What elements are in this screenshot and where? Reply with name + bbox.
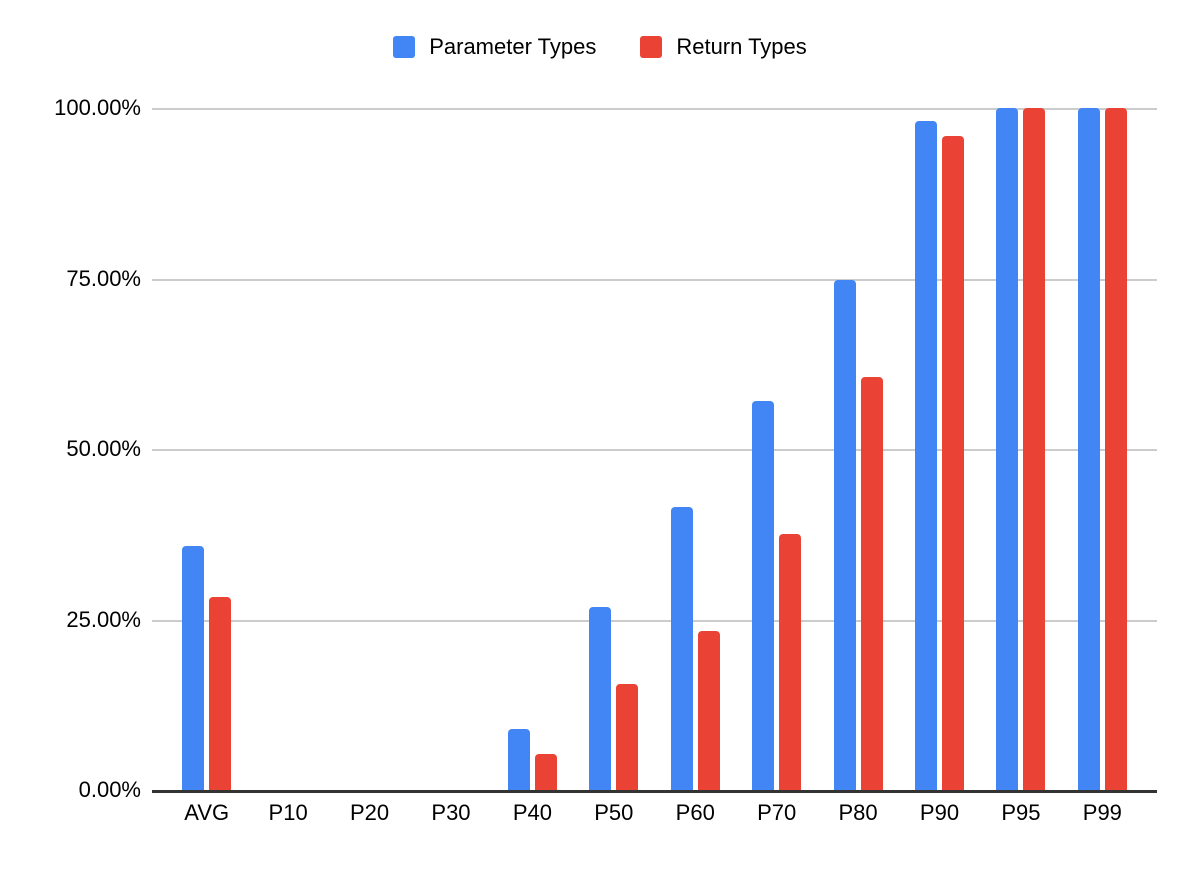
y-label-25: 25.00%: [66, 606, 141, 632]
bar-return-types-p95: [1023, 108, 1046, 790]
gridline-25: [152, 619, 1157, 622]
x-label-p70: P70: [757, 800, 797, 825]
x-axis-line: [152, 790, 1157, 793]
x-label-p30: P30: [431, 800, 471, 825]
bar-parameter-types-p95: [996, 108, 1019, 790]
bar-return-types-p40: [534, 753, 557, 790]
bar-parameter-types-p99: [1077, 108, 1100, 790]
x-label-p95: P95: [1001, 800, 1041, 825]
x-label-p99: P99: [1082, 800, 1122, 825]
x-axis-labels: AVG P10 P20 P30 P40 P50 P60 P70 P80 P90 P95 P99: [166, 800, 1143, 826]
x-label-p90: P90: [919, 800, 960, 825]
bar-return-types-p80: [860, 376, 883, 790]
gridline-75: [152, 278, 1157, 281]
bar-group-p70: [736, 108, 817, 790]
bar-group-p60: [655, 108, 736, 790]
bar-group-p95: [980, 108, 1061, 790]
x-label-p50: P50: [594, 800, 634, 825]
legend-label-parameter-types: Parameter Types: [429, 34, 597, 59]
bar-group-p40: [492, 108, 573, 790]
bar-group-avg: [166, 108, 247, 790]
x-label-p10: P10: [268, 800, 308, 825]
bar-return-types-p90: [942, 135, 964, 790]
gridline-50: [152, 449, 1157, 451]
gridline-100: [152, 108, 1157, 110]
bar-group-p90: [899, 108, 980, 790]
bar-parameter-types-p90: [915, 120, 937, 790]
legend: Parameter Types Return Types: [0, 34, 1200, 60]
legend-label-return-types: Return Types: [676, 34, 807, 59]
bar-group-p30: [410, 108, 491, 790]
x-label-p40: P40: [512, 800, 552, 825]
bar-parameter-types-p40: [507, 729, 530, 790]
bar-group-p20: [329, 108, 410, 790]
y-label-100: 100.00%: [54, 95, 141, 120]
bar-return-types-p60: [697, 631, 720, 790]
legend-item-return-types: Return Types: [640, 34, 807, 60]
bar-return-types-avg: [209, 597, 232, 790]
y-label-0: 0.00%: [78, 777, 141, 802]
bar-group-p80: [817, 108, 898, 790]
bar-return-types-p99: [1104, 108, 1127, 790]
bar-return-types-p70: [779, 534, 802, 790]
x-label-p80: P80: [838, 800, 878, 825]
legend-swatch-return-types-icon: [640, 36, 663, 58]
bar-parameter-types-p70: [752, 401, 775, 790]
bars: [166, 108, 1143, 790]
x-label-p60: P60: [675, 800, 715, 825]
plot-area: [152, 108, 1157, 793]
legend-item-parameter-types: Parameter Types: [393, 34, 596, 60]
legend-swatch-parameter-types-icon: [393, 36, 416, 58]
bar-parameter-types-p50: [589, 607, 612, 790]
bar-parameter-types-p60: [670, 506, 693, 790]
bar-return-types-p50: [616, 684, 639, 790]
y-label-50: 50.00%: [66, 436, 141, 461]
x-label-avg: AVG: [184, 800, 230, 825]
y-axis-labels: 100.00% 75.00% 50.00% 25.00% 0.00%: [0, 95, 141, 802]
y-label-75: 75.00%: [66, 265, 141, 291]
bar-group-p10: [247, 108, 328, 790]
bar-group-p50: [573, 108, 654, 790]
x-label-p20: P20: [349, 800, 390, 825]
bar-parameter-types-p80: [833, 279, 856, 790]
bar-parameter-types-avg: [182, 545, 205, 790]
bar-group-p99: [1062, 108, 1143, 790]
